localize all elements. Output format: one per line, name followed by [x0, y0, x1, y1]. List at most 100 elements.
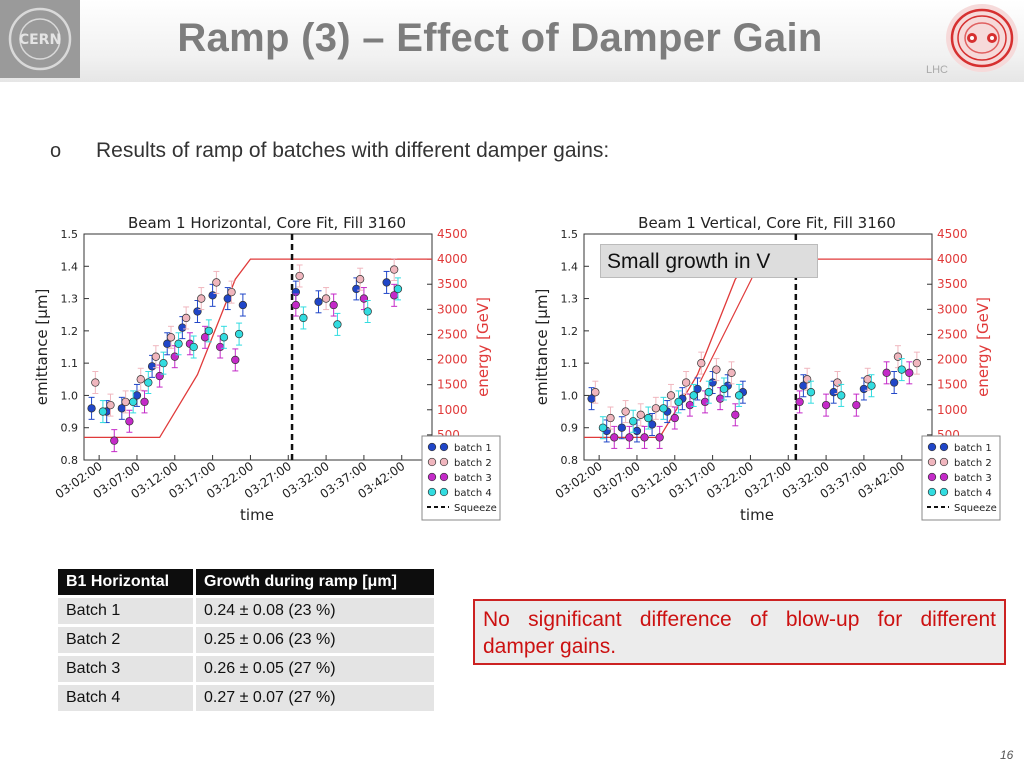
y2-tick-label: 2500 — [437, 327, 468, 341]
legend-label: batch 4 — [954, 488, 992, 499]
data-point — [208, 291, 217, 300]
legend-marker — [927, 472, 937, 482]
y-tick-label: 0.9 — [561, 422, 579, 435]
data-point — [151, 352, 161, 361]
data-point — [651, 404, 661, 413]
data-point — [125, 417, 134, 426]
data-point — [159, 358, 168, 368]
data-point — [231, 355, 240, 365]
data-point — [655, 433, 664, 442]
data-point — [704, 388, 713, 397]
legend-marker — [939, 442, 949, 452]
data-point — [731, 410, 740, 419]
legend-label: batch 1 — [454, 443, 492, 454]
data-point — [352, 284, 361, 294]
y-tick-label: 1.0 — [561, 389, 579, 402]
header-band — [0, 0, 1024, 82]
legend-marker — [939, 457, 949, 467]
data-point — [829, 388, 838, 397]
data-point — [640, 433, 649, 442]
legend-label: Squeeze — [454, 503, 497, 514]
y2-tick-label: 1000 — [937, 403, 968, 417]
data-point — [174, 339, 183, 348]
data-point — [670, 413, 679, 423]
data-point — [166, 333, 176, 342]
data-point — [390, 265, 399, 274]
lhc-logo-label: LHC — [926, 64, 949, 76]
y2-tick-label: 2000 — [937, 353, 968, 367]
legend-label: batch 4 — [454, 488, 492, 499]
table-row: Batch 3 0.26 ± 0.05 (27 %) — [58, 656, 434, 682]
data-point — [178, 323, 187, 332]
data-point — [636, 410, 645, 419]
y-tick-label: 1.1 — [61, 357, 79, 370]
y-tick-label: 1.5 — [61, 228, 79, 241]
legend-marker — [439, 487, 449, 497]
data-point — [329, 300, 338, 310]
legend-marker — [927, 487, 937, 497]
data-point — [181, 313, 191, 323]
lhc-logo — [920, 0, 1024, 82]
y-tick-label: 1.3 — [561, 293, 579, 306]
y2-tick-label: 3000 — [937, 302, 968, 316]
data-point — [890, 378, 899, 387]
y2-tick-label: 4000 — [437, 252, 468, 266]
legend-marker — [439, 442, 449, 452]
data-point — [216, 342, 225, 352]
callout-small-growth: Small growth in V — [600, 244, 818, 278]
table-row: Batch 1 0.24 ± 0.08 (23 %) — [58, 598, 434, 624]
data-point — [363, 307, 372, 316]
legend-marker — [427, 472, 437, 482]
y-tick-label: 1.4 — [61, 260, 79, 273]
data-point — [882, 368, 891, 377]
data-point — [806, 388, 816, 397]
data-point — [734, 391, 744, 400]
data-point — [659, 404, 668, 413]
data-point — [833, 378, 842, 387]
data-point — [193, 307, 202, 316]
data-point — [610, 433, 619, 442]
chart-title: Beam 1 Vertical, Core Fit, Fill 3160 — [638, 214, 896, 232]
results-table: B1 Horizontal Growth during ramp [μm] Ba… — [58, 566, 434, 714]
legend-marker — [427, 487, 437, 497]
y2-tick-label: 1000 — [437, 403, 468, 417]
data-point — [234, 329, 244, 339]
y-tick-label: 1.3 — [61, 293, 79, 306]
table-header-row: B1 Horizontal Growth during ramp [μm] — [58, 569, 434, 595]
y2-tick-label: 1500 — [437, 378, 468, 392]
data-point — [700, 397, 710, 407]
data-point — [382, 278, 391, 287]
legend-marker — [439, 472, 449, 482]
table-row: Batch 4 0.27 ± 0.07 (27 %) — [58, 685, 434, 711]
y2-tick-label: 2500 — [937, 327, 968, 341]
table-header-cell: B1 Horizontal — [58, 569, 196, 595]
data-point — [708, 378, 717, 387]
data-point — [212, 278, 221, 287]
legend-marker — [939, 472, 949, 482]
data-point — [606, 413, 615, 423]
data-point — [136, 375, 145, 384]
page-title: Ramp (3) – Effect of Damper Gain — [177, 16, 823, 60]
conclusion-box: No significant difference of blow-up for… — [473, 599, 1006, 665]
y-tick-label: 0.8 — [61, 454, 79, 467]
y-tick-label: 1.2 — [561, 325, 579, 338]
data-point — [629, 417, 638, 426]
data-point — [299, 313, 308, 323]
energy-line — [84, 258, 432, 439]
y-tick-label: 1.1 — [561, 357, 579, 370]
legend-label: batch 3 — [954, 473, 992, 484]
data-point — [204, 326, 213, 336]
table-header-cell: Growth during ramp [μm] — [196, 569, 434, 595]
data-point — [727, 368, 736, 377]
data-point — [689, 391, 698, 400]
data-point — [121, 397, 130, 407]
data-point — [197, 294, 206, 303]
data-point — [238, 300, 248, 310]
legend-marker — [427, 442, 437, 452]
data-point — [617, 423, 626, 432]
legend-label: Squeeze — [954, 503, 997, 514]
y-tick-label: 1.2 — [61, 325, 79, 338]
y-tick-label: 1.5 — [561, 228, 579, 241]
data-point — [87, 404, 96, 413]
data-point — [333, 320, 342, 329]
